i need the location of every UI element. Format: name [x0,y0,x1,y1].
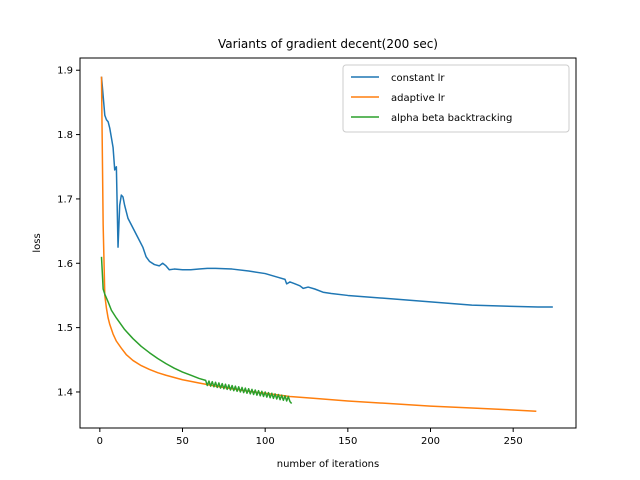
series-line-constant-lr [100,76,553,308]
series-layer [100,76,553,413]
legend-box [342,64,570,133]
y-tick-label: 1.5 [57,323,73,334]
legend-entry: adaptive lr [391,93,446,104]
x-tick-label: 150 [338,436,357,447]
y-tick-label: 1.9 [57,66,73,77]
x-axis: 0 50 100 150 200 250 [97,428,523,447]
series-line-adaptive-lr [100,76,537,413]
series-line-alpha-beta-backtracking [100,256,293,405]
y-axis: 1.4 1.5 1.6 1.7 1.8 1.9 [57,66,80,398]
y-tick-label: 1.6 [57,259,73,270]
legend: constant lr adaptive lr alpha beta backtra… [342,64,570,133]
x-tick-label: 250 [504,436,523,447]
x-tick-label: 50 [176,436,189,447]
legend-entry: constant lr [391,73,445,84]
x-tick-label: 0 [97,436,103,447]
chart-title: Variants of gradient decent(200 sec) [218,37,438,51]
x-tick-label: 200 [421,436,440,447]
x-tick-label: 100 [256,436,275,447]
x-axis-label: number of iterations [277,459,379,470]
y-axis-label: loss [32,233,43,252]
y-tick-label: 1.7 [57,194,73,205]
axes-frame [79,57,577,429]
y-tick-label: 1.8 [57,130,73,141]
legend-entry: alpha beta backtracking [391,113,512,124]
y-tick-label: 1.4 [57,387,73,398]
